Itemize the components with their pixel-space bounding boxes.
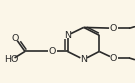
Text: O: O [110, 54, 117, 63]
Text: HO: HO [4, 55, 19, 64]
Text: N: N [64, 31, 71, 40]
Text: O: O [49, 47, 56, 56]
Text: O: O [110, 24, 117, 33]
Text: N: N [80, 55, 87, 64]
Text: O: O [12, 34, 19, 43]
